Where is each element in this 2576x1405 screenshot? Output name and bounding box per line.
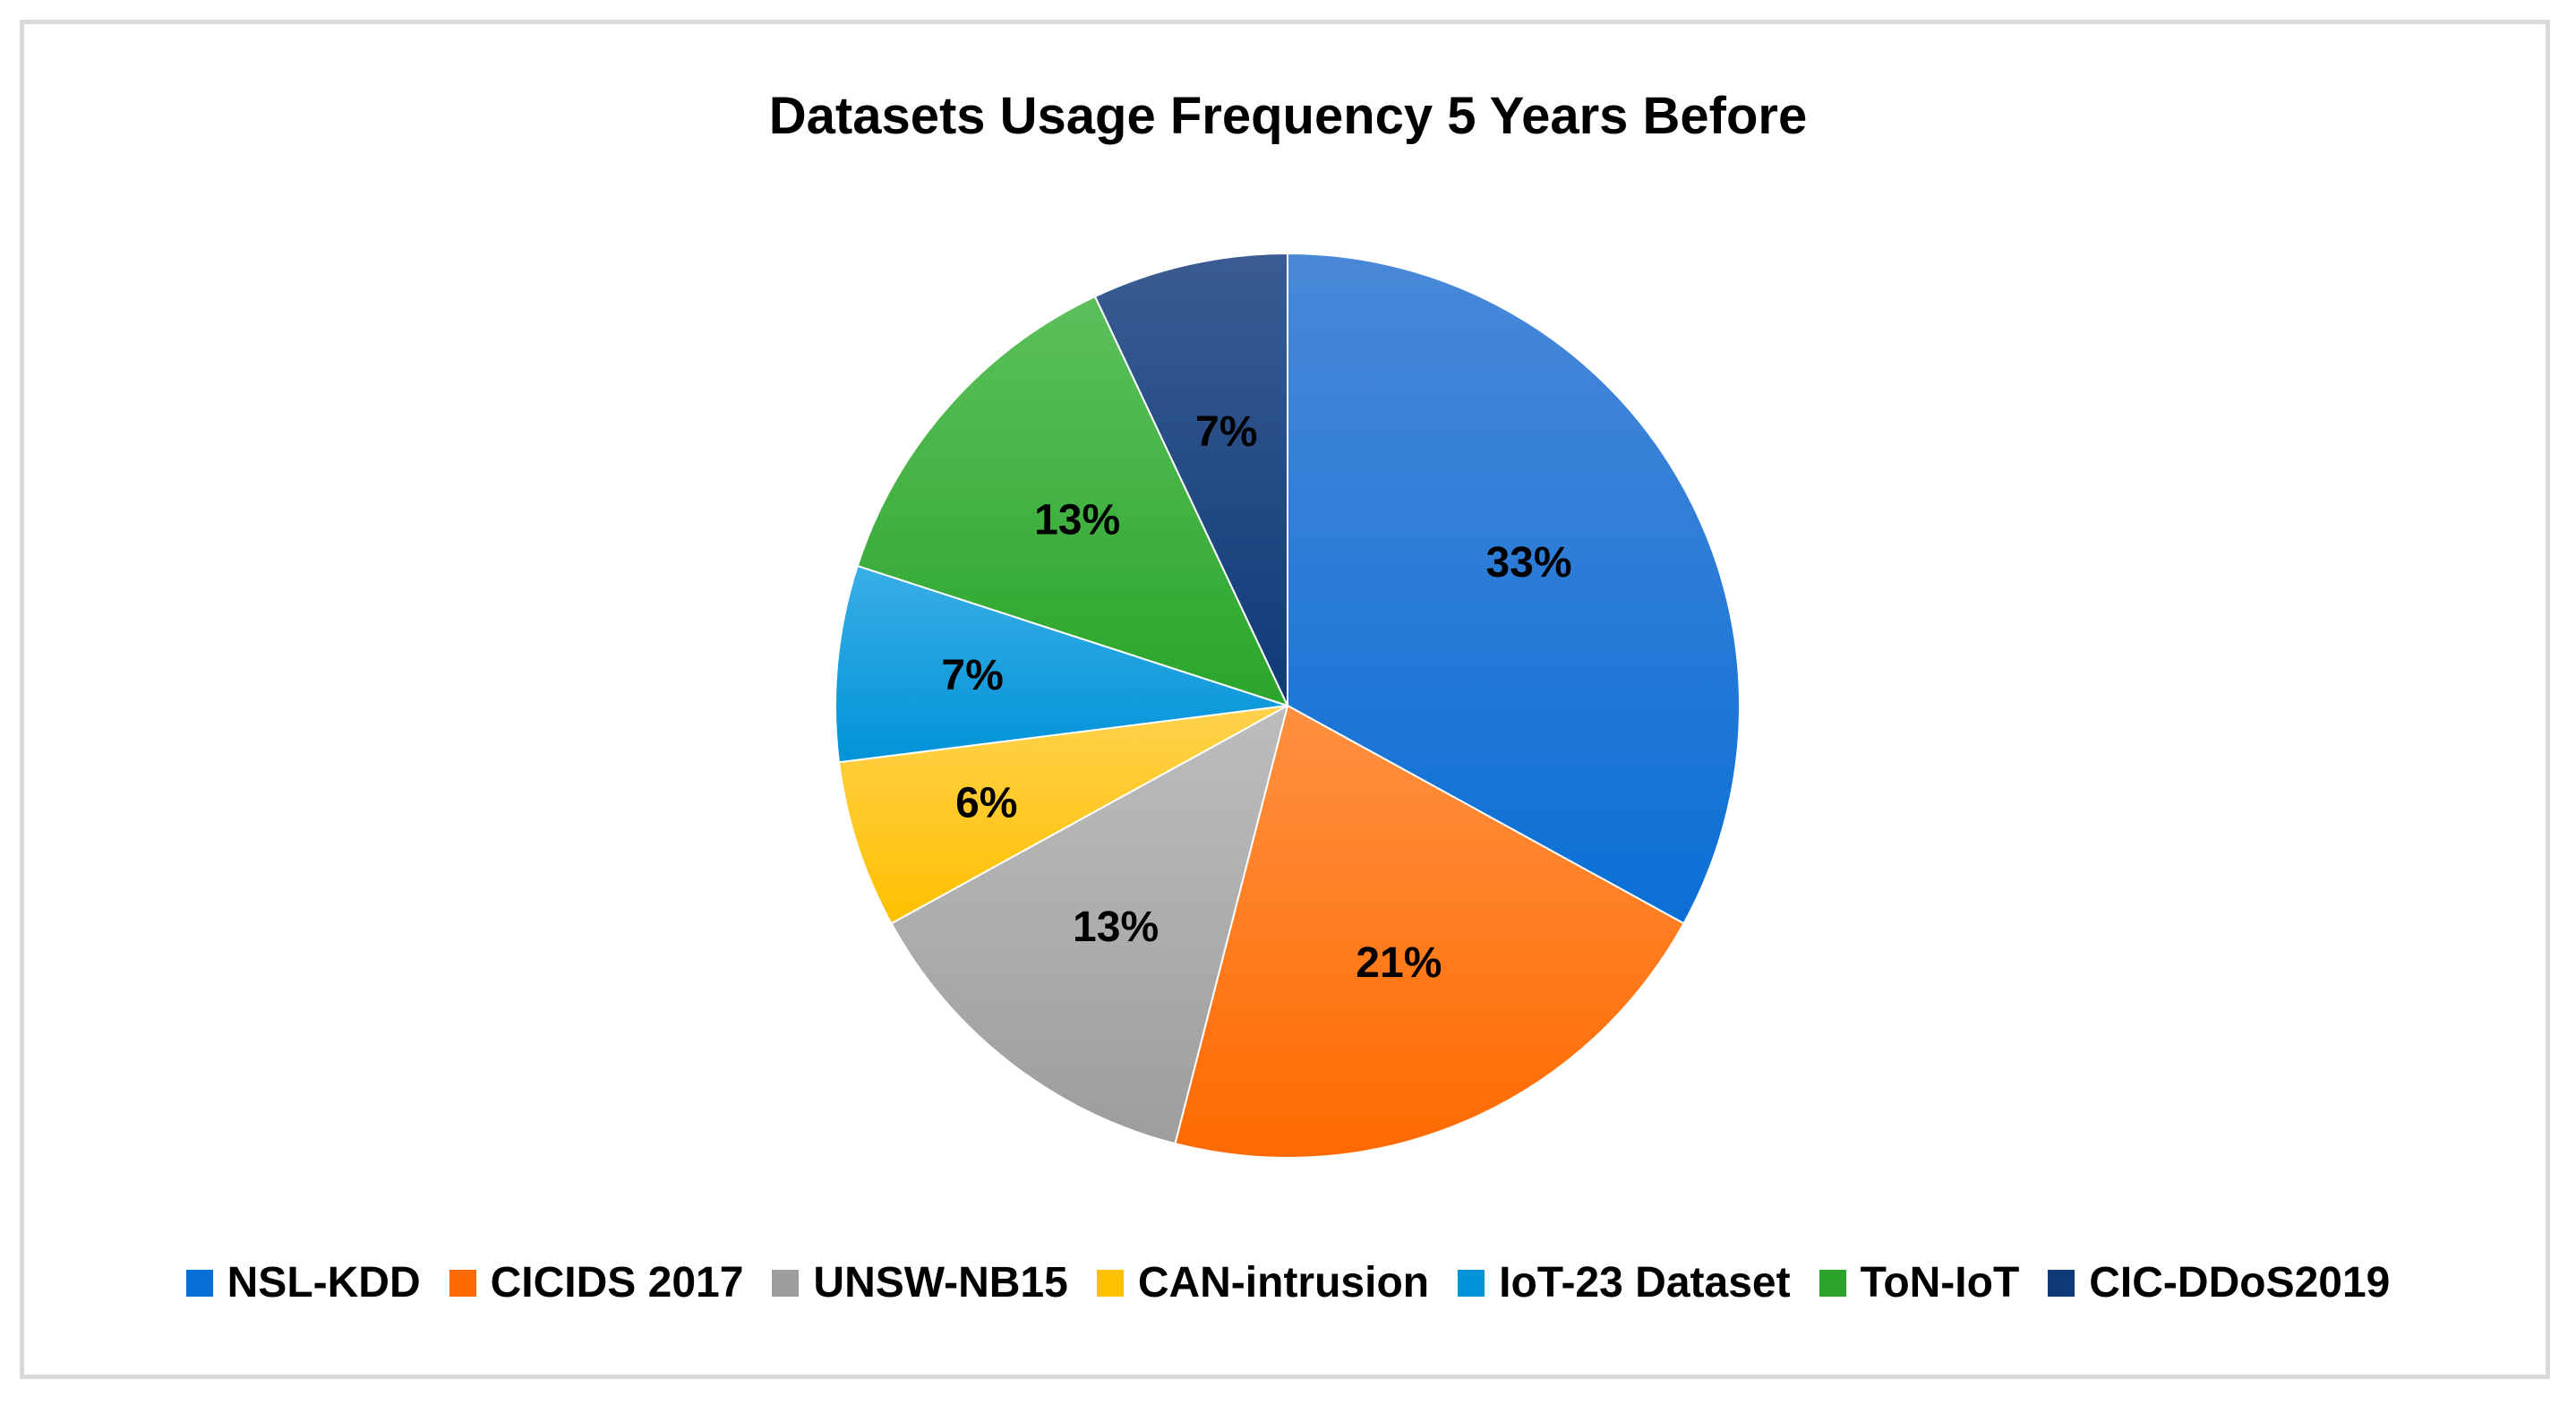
- legend-label: ToN-IoT: [1860, 1259, 2020, 1306]
- legend-item-ton-iot: ToN-IoT: [1819, 1258, 2020, 1307]
- pie-slice-can-intrusion: [837, 705, 1288, 925]
- pie-slice-nsl-kdd: [1287, 252, 1741, 925]
- legend-swatch: [1819, 1269, 1846, 1297]
- legend-swatch: [2048, 1269, 2075, 1297]
- slice-label-nsl-kdd: 33%: [1485, 539, 1571, 587]
- slice-label-cic-ddos2019: 7%: [1195, 408, 1257, 456]
- slice-label-ton-iot: 13%: [1034, 496, 1120, 544]
- legend-item-unsw-nb15: UNSW-NB15: [772, 1258, 1068, 1307]
- legend: NSL-KDD CICIDS 2017 UNSW-NB15 CAN-intrusion…: [0, 1258, 2576, 1307]
- legend-swatch: [185, 1269, 213, 1297]
- pie-slices: [834, 252, 1741, 1159]
- pie-slice-ton-iot: [856, 295, 1289, 707]
- legend-label: CAN-intrusion: [1137, 1259, 1430, 1306]
- legend-item-nsl-kdd: NSL-KDD: [185, 1258, 421, 1307]
- slice-label-cicids-2017: 21%: [1356, 939, 1442, 987]
- legend-swatch: [772, 1269, 800, 1297]
- legend-label: CIC-DDoS2019: [2089, 1259, 2391, 1306]
- legend-item-cicids-2017: CICIDS 2017: [449, 1258, 744, 1307]
- pie-slice-unsw-nb15: [890, 704, 1289, 1145]
- legend-swatch: [1096, 1269, 1124, 1297]
- legend-label: CICIDS 2017: [490, 1259, 744, 1306]
- legend-label: IoT-23 Dataset: [1499, 1259, 1791, 1306]
- legend-item-can-intrusion: CAN-intrusion: [1096, 1258, 1430, 1307]
- pie-slice-iot-23-dataset: [834, 564, 1288, 764]
- slice-label-can-intrusion: 6%: [955, 780, 1017, 827]
- legend-label: NSL-KDD: [227, 1259, 421, 1306]
- legend-item-cic-ddos2019: CIC-DDoS2019: [2048, 1258, 2390, 1307]
- legend-swatch: [449, 1269, 476, 1297]
- pie-slice-cicids-2017: [1174, 704, 1685, 1159]
- legend-label: UNSW-NB15: [813, 1259, 1068, 1306]
- legend-item-iot-23-dataset: IoT-23 Dataset: [1458, 1258, 1791, 1307]
- legend-swatch: [1458, 1269, 1485, 1297]
- pie-slice-cic-ddos2019: [1093, 252, 1288, 707]
- slice-label-unsw-nb15: 13%: [1073, 904, 1159, 951]
- pie-labels: 33% 21% 13% 6% 7% 13% 7%: [941, 408, 1571, 987]
- slice-label-iot-23-dataset: 7%: [941, 652, 1003, 699]
- chart-title: Datasets Usage Frequency 5 Years Before: [768, 87, 1808, 145]
